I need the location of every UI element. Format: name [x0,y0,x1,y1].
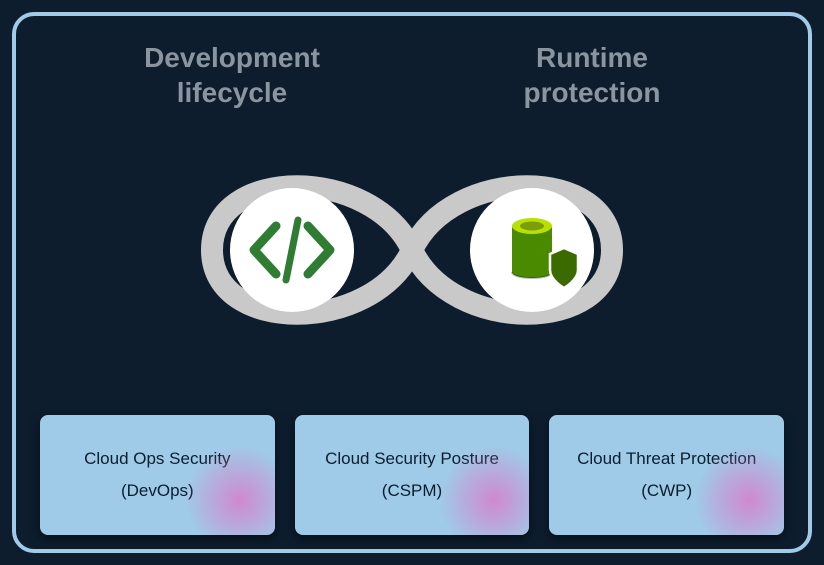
card-devops: Cloud Ops Security (DevOps) [40,415,275,535]
heading-left: Development lifecycle [102,40,362,110]
card-cspm: Cloud Security Posture (CSPM) [295,415,530,535]
card-title: Cloud Security Posture [317,449,507,469]
heading-right: Runtime protection [462,40,722,110]
infinity-svg [172,130,652,370]
heading-left-line1: Development [102,40,362,75]
heading-right-line1: Runtime [462,40,722,75]
cards-row: Cloud Ops Security (DevOps) Cloud Securi… [0,415,824,535]
card-sub: (CWP) [641,481,692,501]
heading-left-line2: lifecycle [102,75,362,110]
card-cwp: Cloud Threat Protection (CWP) [549,415,784,535]
card-title: Cloud Threat Protection [569,449,764,469]
headings-row: Development lifecycle Runtime protection [0,40,824,110]
heading-right-line2: protection [462,75,722,110]
card-sub: (DevOps) [121,481,194,501]
card-title: Cloud Ops Security [76,449,238,469]
card-sub: (CSPM) [382,481,442,501]
infinity-diagram [172,130,652,370]
